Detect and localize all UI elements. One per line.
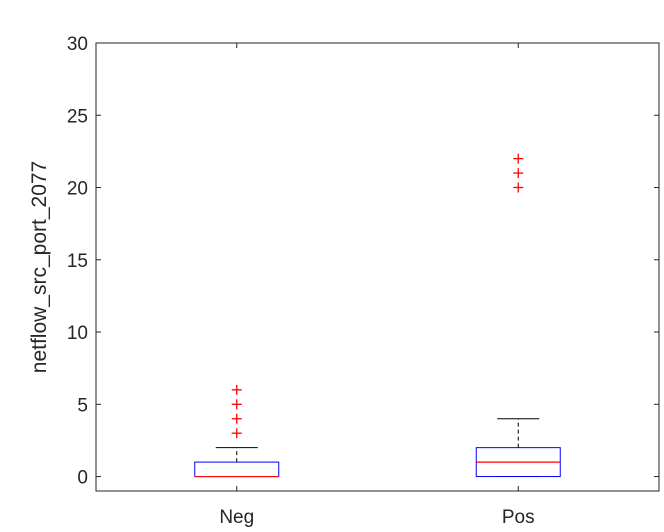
plot-area [95,42,660,492]
outlier-marker [513,153,524,164]
box-neg [194,384,280,478]
outlier-marker [231,384,242,395]
y-tick-label: 20 [67,179,88,200]
outlier-marker [513,168,524,179]
y-tick-label: 5 [77,395,88,416]
y-axis-ticks: 0 5 10 15 20 25 30 [67,34,659,489]
y-tick-label: 30 [67,34,88,55]
x-axis-ticks: Neg Pos [219,43,535,528]
outlier-marker [231,399,242,410]
box-pos [475,153,561,478]
y-tick-label: 10 [67,323,88,344]
y-axis-label: netflow_src_port_2077 [28,161,51,373]
y-tick-label: 25 [67,106,88,127]
y-tick-label: 0 [77,468,88,489]
outlier-marker [513,182,524,193]
boxes [194,153,561,478]
x-tick-label: Neg [219,507,254,528]
x-tick-label: Pos [502,507,535,528]
outlier-marker [231,428,242,439]
outlier-marker [231,413,242,424]
y-tick-label: 15 [67,251,88,272]
